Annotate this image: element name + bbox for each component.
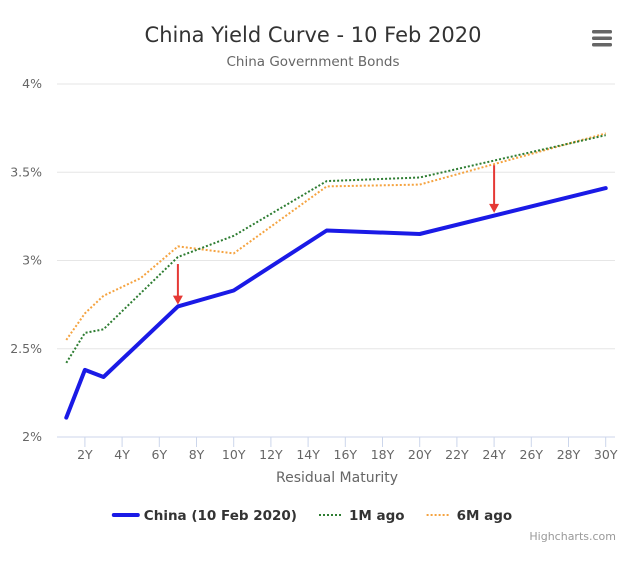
y-tick-label: 4% — [22, 76, 42, 91]
chart-subtitle: China Government Bonds — [226, 54, 399, 70]
x-tick-label: 4Y — [114, 447, 130, 462]
x-tick-label: 22Y — [445, 447, 469, 462]
x-tick-label: 12Y — [259, 447, 283, 462]
x-tick-label: 20Y — [408, 447, 432, 462]
series-line-china-10-feb-2020[interactable] — [64, 186, 608, 420]
legend-item-china-10-feb-2020[interactable]: China (10 Feb 2020) — [111, 508, 297, 524]
y-tick-label: 2% — [22, 429, 42, 444]
x-tick-label: 2Y — [77, 447, 93, 462]
x-tick-label: 28Y — [557, 447, 581, 462]
legend-label: China (10 Feb 2020) — [144, 508, 297, 524]
y-tick-label: 3% — [22, 253, 42, 268]
legend-label: 6M ago — [457, 508, 513, 524]
x-tick-label: 30Y — [594, 447, 618, 462]
y-tick-label: 3.5% — [10, 164, 42, 179]
y-tick-label: 2.5% — [10, 341, 42, 356]
x-tick-label: 16Y — [334, 447, 358, 462]
y-axis-labels: 2% 2.5% 3% 3.5% 4% — [10, 76, 42, 444]
hamburger-menu-icon[interactable] — [588, 26, 616, 50]
x-tick-label: 26Y — [520, 447, 544, 462]
credits-link[interactable]: Highcharts.com — [529, 530, 616, 543]
grid — [57, 83, 615, 350]
legend-item-6m-ago[interactable]: 6M ago — [426, 508, 513, 524]
annotation-arrow — [172, 264, 183, 305]
x-tick-label: 6Y — [152, 447, 168, 462]
legend-label: 1M ago — [349, 508, 405, 524]
x-tick-label: 18Y — [371, 447, 395, 462]
series-line-6m-ago[interactable] — [65, 132, 606, 341]
legend-item-1m-ago[interactable]: 1M ago — [319, 508, 405, 524]
legend: China (10 Feb 2020) 1M ago 6M ago — [111, 508, 513, 524]
series-line-1m-ago[interactable] — [65, 134, 606, 364]
chart-title: China Yield Curve - 10 Feb 2020 — [145, 23, 482, 47]
x-tick-label: 24Y — [482, 447, 506, 462]
x-tick-label: 8Y — [189, 447, 205, 462]
x-axis: 2Y 4Y 6Y 8Y 10Y 12Y 14Y 16Y 18Y 20Y 22Y 24Y 26Y 28Y 30… — [57, 436, 618, 462]
annotation-arrow — [489, 165, 500, 213]
x-tick-label: 14Y — [296, 447, 320, 462]
x-axis-title: Residual Maturity — [276, 470, 398, 486]
annotations — [172, 165, 500, 305]
series-layer — [64, 132, 608, 420]
x-tick-label: 10Y — [222, 447, 246, 462]
